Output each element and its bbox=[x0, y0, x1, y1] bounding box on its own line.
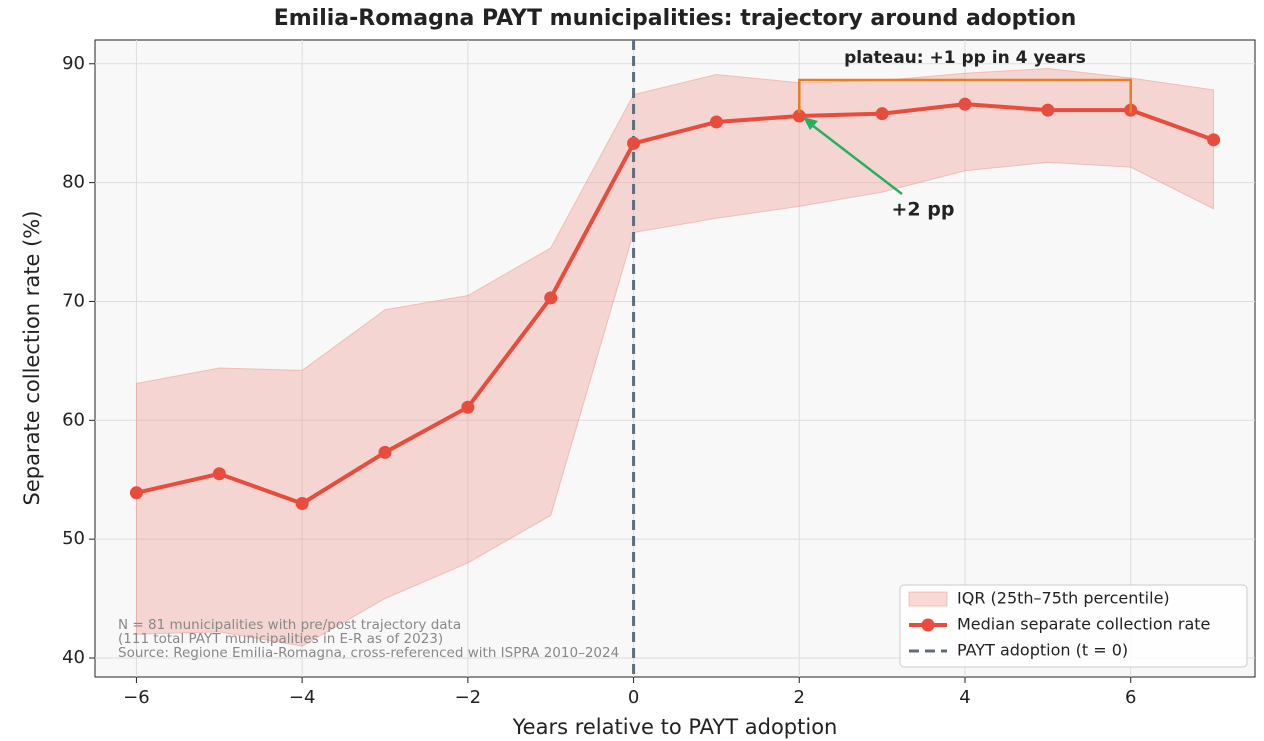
median-point bbox=[295, 496, 309, 510]
median-point bbox=[1041, 103, 1055, 117]
x-tick-label: 6 bbox=[1125, 687, 1136, 708]
arrow-label: +2 pp bbox=[892, 199, 955, 221]
y-tick-label: 40 bbox=[62, 647, 85, 668]
legend-box bbox=[899, 584, 1248, 668]
median-point bbox=[627, 136, 641, 150]
y-tick-label: 60 bbox=[62, 409, 85, 430]
legend-label: PAYT adoption (t = 0) bbox=[957, 641, 1128, 660]
y-tick-label: 50 bbox=[62, 528, 85, 549]
median-point bbox=[709, 115, 723, 129]
median-point bbox=[1207, 133, 1221, 147]
median-point bbox=[129, 486, 143, 500]
x-tick-label: 0 bbox=[628, 687, 639, 708]
x-tick-label: 4 bbox=[959, 687, 970, 708]
legend-swatch bbox=[921, 618, 935, 632]
footnote: Source: Regione Emilia-Romagna, cross-re… bbox=[118, 645, 619, 661]
median-point bbox=[378, 445, 392, 459]
median-line bbox=[135, 102, 1215, 506]
median-point bbox=[958, 97, 972, 111]
y-axis-label: Separate collection rate (%) bbox=[20, 211, 44, 506]
plateau-bracket bbox=[798, 78, 1132, 113]
median-point bbox=[544, 291, 558, 305]
footnote: N = 81 municipalities with pre/post traj… bbox=[118, 617, 461, 633]
arrow-head bbox=[803, 117, 818, 130]
median-point bbox=[792, 109, 806, 123]
arrow-shaft bbox=[807, 121, 903, 195]
y-tick-label: 90 bbox=[62, 53, 85, 74]
x-tick-label: −6 bbox=[123, 687, 150, 708]
plateau-label: plateau: +1 pp in 4 years bbox=[844, 48, 1086, 68]
y-tick-label: 80 bbox=[62, 172, 85, 193]
plot-area bbox=[94, 39, 1256, 678]
x-tick-label: −2 bbox=[455, 687, 482, 708]
iqr-band bbox=[135, 68, 1215, 647]
median-point bbox=[461, 400, 475, 414]
legend-label: IQR (25th–75th percentile) bbox=[957, 589, 1170, 608]
footnote: (111 total PAYT municipalities in E-R as… bbox=[118, 631, 443, 647]
legend-label: Median separate collection rate bbox=[957, 615, 1210, 634]
y-tick-label: 70 bbox=[62, 290, 85, 311]
x-tick-label: −4 bbox=[289, 687, 316, 708]
median-point bbox=[875, 107, 889, 121]
legend-swatch bbox=[908, 591, 948, 607]
x-axis-label: Years relative to PAYT adoption bbox=[512, 715, 838, 739]
chart-title: Emilia-Romagna PAYT municipalities: traj… bbox=[274, 6, 1077, 31]
median-point bbox=[212, 467, 226, 481]
x-tick-label: 2 bbox=[794, 687, 805, 708]
